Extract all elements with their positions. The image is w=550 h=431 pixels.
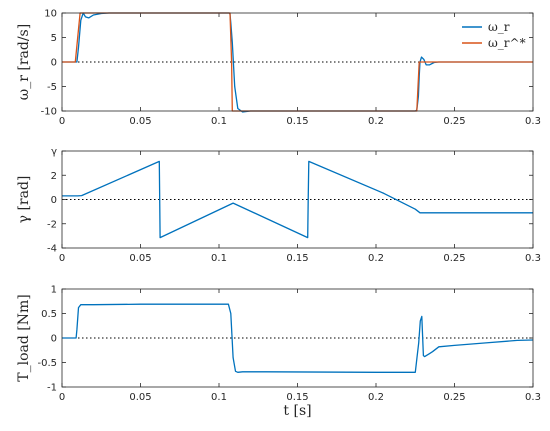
x-tick-label: 0 [59, 253, 65, 264]
x-tick-label: 0 [59, 116, 65, 127]
y-axis-label: ω_r [rad/s] [16, 24, 32, 100]
x-tick-label: 0.05 [129, 392, 151, 403]
axes-box [61, 12, 534, 112]
y-tick-label: -10 [41, 107, 57, 118]
x-tick-label: 0.15 [286, 116, 308, 127]
y-tick-label: γ [51, 147, 57, 158]
y-axis-label: γ [rad] [16, 176, 32, 224]
x-tick-label: 0.1 [211, 116, 227, 127]
x-tick-label: 0.15 [286, 253, 308, 264]
x-tick-label: 0.25 [443, 392, 465, 403]
series-line-2 [62, 12, 533, 112]
x-axis-label: t [s] [283, 403, 311, 419]
y-tick-label: 0 [51, 334, 57, 345]
y-tick-label: 0.5 [41, 309, 57, 320]
plot-panel-2: 0 0.05 0.1 0.15 0.2 0.25 0.3 -4 -2 0 2 γ γ [rad] [16, 147, 541, 265]
x-tick-label: 0.1 [211, 253, 227, 264]
x-tick-label: 0.3 [525, 392, 541, 403]
y-tick-label: 2 [51, 171, 57, 182]
x-tick-label: 0.3 [525, 253, 541, 264]
x-tick-label: 0.2 [368, 116, 384, 127]
y-tick-label: -4 [47, 244, 57, 255]
x-tick-label: 0.1 [211, 392, 227, 403]
legend-entry: ω_r [488, 20, 510, 34]
x-tick-label: 0.2 [368, 392, 384, 403]
y-tick-label: 5 [51, 33, 57, 44]
y-tick-label: 0 [51, 195, 57, 206]
x-tick-label: 0.25 [443, 253, 465, 264]
y-tick-label: -5 [47, 82, 57, 93]
axes-box [61, 150, 534, 249]
x-tick-label: 0.05 [129, 253, 151, 264]
series-line-1 [62, 160, 533, 239]
y-tick-label: 1 [51, 285, 57, 296]
plot-panel-1: 0 0.05 0.1 0.15 0.2 0.25 0.3 -10 -5 0 5 10 ω_r [rad/… [16, 9, 541, 128]
plot-panel-3: 0 0.05 0.1 0.15 0.2 0.25 0.3 -1 -0.5 0 0.5 1 T_load … [16, 285, 541, 420]
x-tick-label: 0.3 [525, 116, 541, 127]
x-tick-label: 0.2 [368, 253, 384, 264]
x-tick-label: 0.15 [286, 392, 308, 403]
y-tick-label: -1 [47, 383, 57, 394]
legend-entry: ω_r^* [488, 36, 526, 50]
axes-box [61, 288, 534, 388]
y-tick-label: -0.5 [37, 358, 57, 369]
legend: ω_r ω_r^* [462, 20, 526, 50]
y-tick-label: 10 [44, 9, 57, 20]
y-tick-label: 0 [51, 58, 57, 69]
series-line-1 [62, 12, 533, 113]
x-tick-label: 0 [59, 392, 65, 403]
y-axis-label: T_load [Nm] [16, 294, 32, 381]
x-tick-label: 0.05 [129, 116, 151, 127]
series-line-1 [62, 303, 534, 373]
x-tick-label: 0.25 [443, 116, 465, 127]
y-tick-label: -2 [47, 219, 57, 230]
